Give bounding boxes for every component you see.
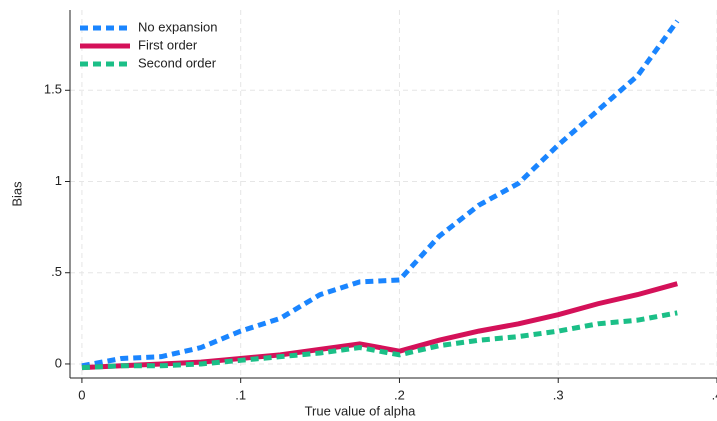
y-tick-label: 1: [55, 173, 62, 188]
x-tick-label: .4: [712, 387, 717, 402]
x-tick-label: .2: [394, 387, 405, 402]
y-tick-label: 0: [55, 355, 62, 370]
legend-label: No expansion: [138, 19, 218, 34]
series-line: [81, 310, 678, 371]
legend-label: First order: [138, 37, 198, 52]
x-tick-label: .3: [553, 387, 564, 402]
y-tick-label: 1.5: [44, 82, 62, 97]
series-line: [81, 281, 678, 371]
x-tick-label: 0: [78, 387, 85, 402]
series-line: [81, 19, 680, 369]
x-axis-title: True value of alpha: [305, 403, 417, 418]
y-tick-label: .5: [51, 264, 62, 279]
y-axis-title: Bias: [9, 181, 24, 207]
legend-label: Second order: [138, 55, 217, 70]
x-tick-label: .1: [235, 387, 246, 402]
